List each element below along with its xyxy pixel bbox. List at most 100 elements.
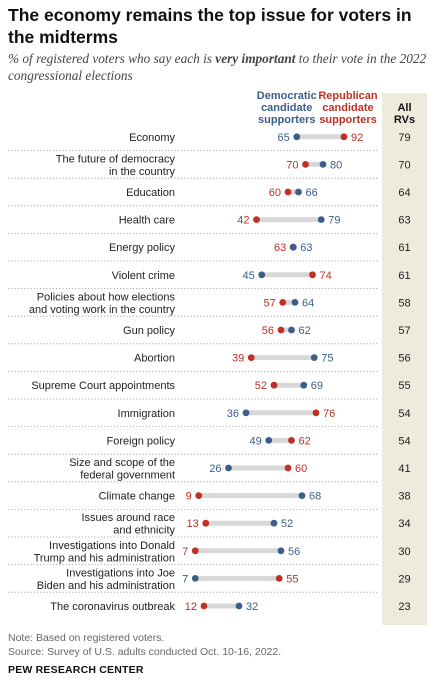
republican-value-label: 13 [187,518,199,530]
republican-dot [195,492,203,499]
total-value-label: 29 [398,573,410,585]
republican-dot [247,354,255,361]
legend-democratic-label: supporters [258,114,315,126]
republican-value-label: 62 [299,435,311,447]
republican-value-label: 70 [286,159,298,171]
category-label: Supreme Court appointments [31,380,175,392]
legend-democratic-label: Democratic [257,90,317,102]
republican-value-label: 52 [255,380,267,392]
total-value-label: 61 [398,270,410,282]
democratic-value-label: 52 [281,518,293,530]
democratic-value-label: 36 [227,408,239,420]
republican-dot [340,133,348,141]
category-label: The coronavirus outbreak [50,601,175,613]
total-value-label: 57 [398,325,410,337]
democratic-value-label: 68 [309,491,321,503]
republican-dot [288,437,295,444]
republican-dot [253,216,260,224]
total-column-background [382,93,427,625]
democratic-dot [298,492,306,499]
democratic-value-label: 75 [321,353,333,365]
democratic-dot [265,437,273,444]
democratic-dot [300,381,308,389]
chart-source: Source: Survey of U.S. adults conducted … [8,646,282,658]
category-label: Trump and his administration [34,552,175,564]
category-label: Abortion [134,353,175,365]
democratic-dot [319,161,327,168]
republican-value-label: 92 [351,132,363,144]
chart-subtitle: % of registered voters who say each is v… [8,50,436,84]
republican-value-label: 12 [185,601,197,613]
democratic-dot [289,243,297,251]
chart-title: The economy remains the top issue for vo… [8,5,412,47]
republican-dot [309,271,316,279]
category-label: Education [126,187,175,199]
democratic-value-label: 26 [209,463,221,475]
legend-republican-label: candidate [322,102,373,114]
total-value-label: 38 [398,491,410,503]
democratic-dot [317,216,325,224]
republican-dot [302,161,309,168]
category-label: Biden and his administration [37,580,175,592]
subtitle-text: % of registered voters who say each is [8,51,216,66]
republican-value-label: 60 [295,463,307,475]
democratic-value-label: 79 [328,215,340,227]
category-label: Size and scope of the [69,457,175,469]
democratic-dot [225,464,232,472]
democratic-value-label: 7 [182,573,188,585]
democratic-value-label: 32 [246,601,258,613]
total-value-label: 58 [398,297,410,309]
category-label: federal government [80,470,175,482]
republican-dot [270,381,278,389]
republican-dot [200,602,208,610]
total-value-label: 56 [398,353,410,365]
category-label: The future of democracy [56,153,176,165]
democratic-dot [291,299,299,306]
category-label: Policies about how elections [37,291,176,303]
chart-note: Note: Based on registered voters. [8,632,165,644]
democratic-dot [288,326,295,334]
total-value-label: 64 [398,187,410,199]
republican-value-label: 63 [274,242,286,254]
legend-republican-label: Republican [318,90,378,102]
legend-democratic-label: candidate [261,102,312,114]
democratic-dot [295,188,302,196]
democratic-dot [191,575,199,582]
republican-dot [284,464,292,472]
democratic-value-label: 80 [330,159,342,171]
democratic-value-label: 63 [300,242,312,254]
category-label: Investigations into Joe [66,567,175,579]
total-value-label: 70 [398,159,410,171]
republican-value-label: 60 [269,187,281,199]
category-label: and ethnicity [113,525,175,537]
republican-value-label: 55 [286,573,298,585]
republican-dot [279,299,287,306]
democratic-dot [277,547,285,555]
total-column-header: All [397,102,411,114]
category-label: Energy policy [109,242,176,254]
category-label: Immigration [118,408,175,420]
total-value-label: 41 [398,463,410,475]
total-value-label: 55 [398,380,410,392]
category-label: Gun policy [123,325,175,337]
total-value-label: 54 [398,408,410,420]
category-label: Investigations into Donald [49,540,175,552]
total-value-label: 61 [398,242,410,254]
total-column-header: RVs [394,114,415,126]
democratic-dot [258,271,266,279]
total-value-label: 54 [398,435,410,447]
republican-value-label: 7 [182,546,188,558]
category-label: and voting work in the country [29,304,176,316]
republican-dot [202,519,210,527]
category-label: Climate change [99,491,175,503]
republican-dot [284,188,292,196]
democratic-value-label: 64 [302,297,314,309]
democratic-value-label: 49 [250,435,262,447]
legend-republican-label: supporters [319,114,376,126]
category-label: Violent crime [112,270,175,282]
total-value-label: 63 [398,215,410,227]
republican-value-label: 39 [232,353,244,365]
democratic-dot [310,354,318,361]
republican-dot [191,547,199,555]
